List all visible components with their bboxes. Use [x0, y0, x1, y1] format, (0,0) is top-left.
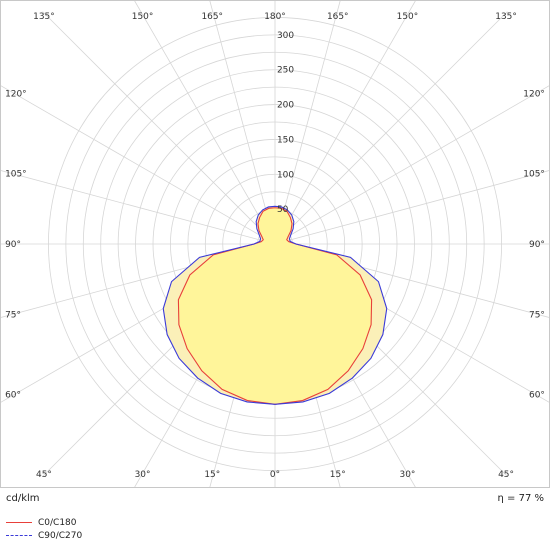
grid-spoke	[1, 170, 276, 245]
angle-label-top: 165°	[327, 12, 349, 22]
angle-label-right: 105°	[523, 169, 545, 179]
grid-spoke	[274, 170, 549, 245]
polar-chart: 50 100 150 200 250 300 135° 150° 165° 180° 165° 150…	[0, 0, 550, 488]
series-curve-0	[177, 207, 373, 405]
legend-item-c90: C90/C270	[6, 529, 82, 542]
series-curve-1	[162, 205, 388, 405]
angle-label-left: 75°	[5, 311, 21, 321]
angle-label-bottom: 15°	[204, 470, 220, 480]
unit-label: cd/klm	[6, 493, 40, 504]
fill-inner	[178, 207, 372, 405]
radial-tick-label: 200	[277, 101, 294, 111]
grid-spoke	[1, 85, 276, 245]
efficiency-label: η = 77 %	[497, 493, 544, 504]
angle-label-top: 135°	[495, 12, 517, 22]
grid-spoke	[274, 1, 416, 245]
angle-label-bottom: 0°	[270, 470, 280, 480]
angle-label-right: 90°	[529, 240, 545, 250]
grid-spoke	[274, 11, 508, 245]
angle-label-bottom: 30°	[135, 470, 151, 480]
legend-line-dashed	[6, 535, 32, 536]
angle-label-top: 150°	[132, 12, 154, 22]
angle-label-left: 120°	[5, 90, 27, 100]
radial-tick-label: 50	[277, 205, 289, 215]
radial-tick-label: 250	[277, 66, 294, 76]
angle-label-top: 150°	[397, 12, 419, 22]
angle-label-bottom: 45°	[36, 470, 52, 480]
grid-spoke	[134, 1, 276, 245]
grid-spoke	[274, 1, 341, 245]
angle-label-bottom: 30°	[400, 470, 416, 480]
angle-label-bottom: 45°	[498, 470, 514, 480]
radial-tick-label: 100	[277, 170, 294, 180]
grid-spoke	[42, 11, 276, 245]
grid-spoke	[209, 1, 276, 245]
grid-spoke	[274, 85, 549, 245]
angle-label-top: 135°	[33, 12, 55, 22]
angle-label-left: 90°	[5, 240, 21, 250]
angle-label-right: 75°	[529, 311, 545, 321]
legend-item-c0: C0/C180	[6, 516, 82, 529]
angle-label-top: 165°	[201, 12, 223, 22]
legend-label-c90: C90/C270	[38, 530, 83, 541]
radial-tick-label: 300	[277, 31, 294, 41]
fill-layer	[163, 206, 387, 405]
angle-label-right: 120°	[523, 90, 545, 100]
legend-line-solid	[6, 522, 32, 523]
legend: C0/C180 C90/C270	[6, 516, 82, 542]
angle-label-right: 60°	[529, 390, 545, 400]
legend-label-c0: C0/C180	[38, 517, 77, 528]
curves	[162, 205, 388, 405]
angle-label-left: 60°	[5, 390, 21, 400]
radial-tick-label: 150	[277, 135, 294, 145]
angle-label-top: 180°	[264, 12, 286, 22]
labels: 50 100 150 200 250 300 135° 150° 165° 180° 165° 150…	[5, 12, 545, 480]
angle-label-bottom: 15°	[330, 470, 346, 480]
angle-label-left: 105°	[5, 169, 27, 179]
